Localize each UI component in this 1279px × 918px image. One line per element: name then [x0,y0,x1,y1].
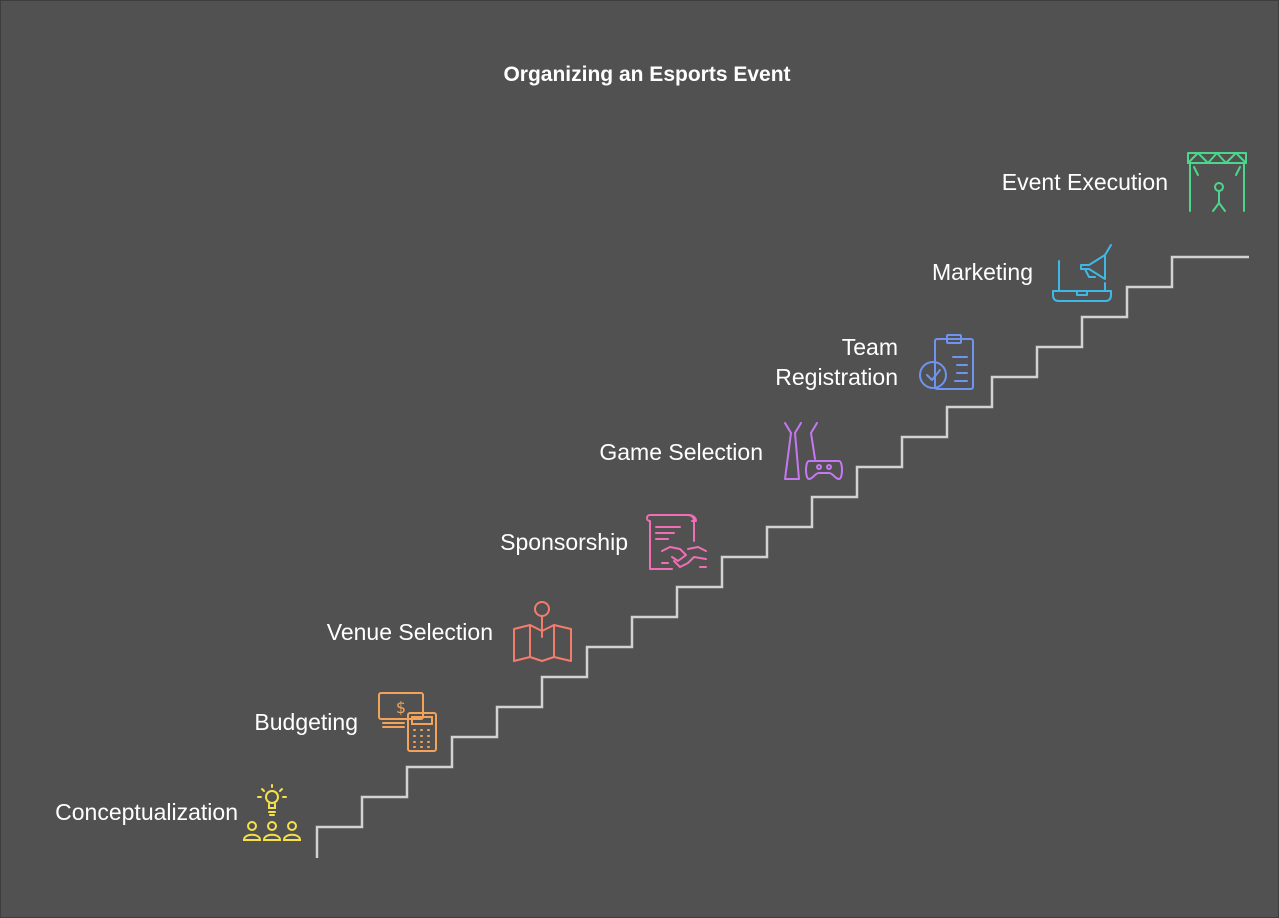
map-pin-icon [513,601,572,662]
game-controller-icon [784,422,843,480]
step-label-marketing: Marketing [932,259,1033,285]
lightbulb-team-icon [242,784,302,841]
money-calculator-icon: $ [378,692,437,752]
laptop-megaphone-icon [1052,244,1112,302]
clipboard-check-icon [919,334,974,390]
step-label-venue-selection: Venue Selection [326,619,493,645]
staircase-line [315,255,1249,858]
diagram-title: Organizing an Esports Event [503,63,791,86]
contract-handshake-icon [646,514,707,570]
step-label-conceptualization: Conceptualization [55,799,238,825]
svg-text:$: $ [396,698,406,717]
step-label-event-execution: Event Execution [1001,169,1168,195]
step-label-budgeting: Budgeting [254,709,358,735]
step-label-team-registration: Team Registration [775,334,898,390]
step-label-game-selection: Game Selection [599,439,763,465]
step-label-sponsorship: Sponsorship [500,529,628,555]
stage-icon [1187,152,1247,212]
